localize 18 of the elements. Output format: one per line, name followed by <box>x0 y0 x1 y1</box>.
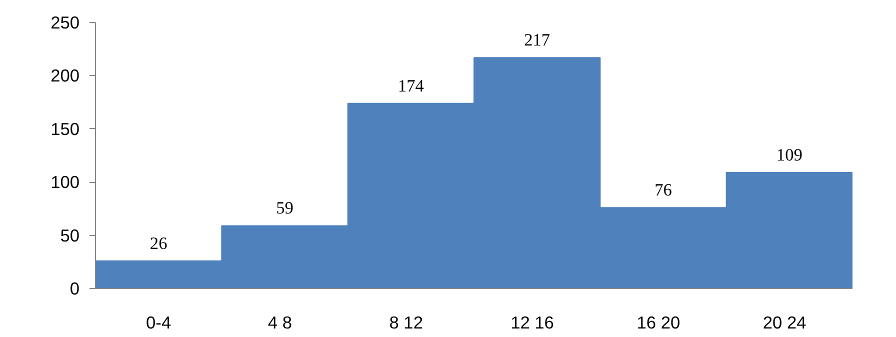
x-tick-label: 0-4 <box>146 312 172 332</box>
x-tick-label: 16 20 <box>636 312 680 332</box>
data-label: 174 <box>398 76 424 96</box>
y-tick-label: 250 <box>50 12 80 32</box>
x-tick-label: 4 8 <box>268 312 292 332</box>
x-tick-label: 8 12 <box>389 312 423 332</box>
data-label: 109 <box>776 146 802 165</box>
y-tick-label: 150 <box>50 118 80 139</box>
data-label: 217 <box>524 30 550 50</box>
y-tick-label: 50 <box>60 225 80 246</box>
data-label: 26 <box>150 234 168 253</box>
data-label: 59 <box>276 198 294 218</box>
y-tick-label: 200 <box>50 66 80 86</box>
y-tick-label: 0 <box>70 278 80 298</box>
x-tick-label: 20 24 <box>762 312 807 332</box>
y-tick-label: 100 <box>50 172 80 192</box>
data-label: 76 <box>654 180 672 200</box>
x-tick-label: 12 16 <box>510 312 554 332</box>
